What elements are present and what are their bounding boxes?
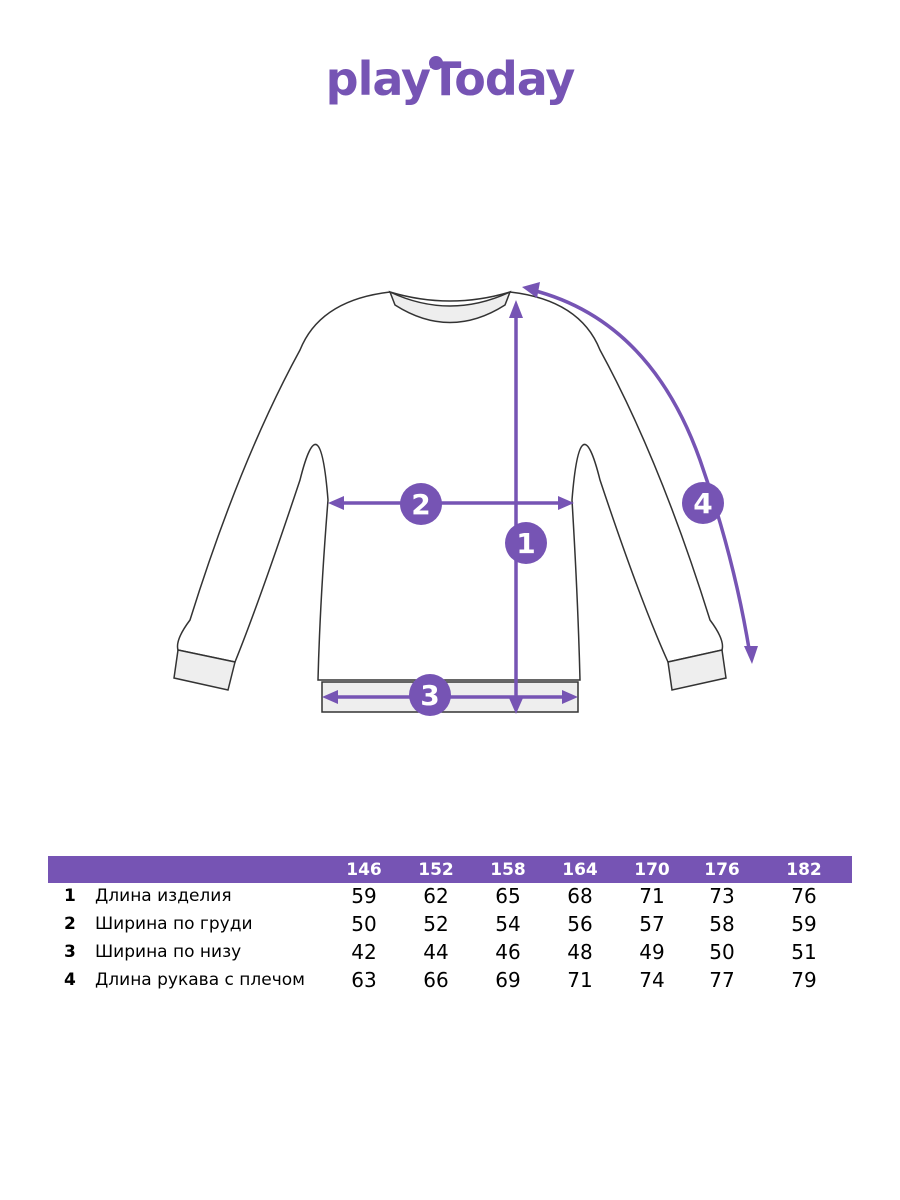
table-row: 4 Длина рукава с плечом 63 66 69 71 74 77 79 — [48, 968, 852, 998]
size-header: 170 — [634, 860, 670, 880]
size-header: 158 — [490, 860, 526, 880]
svg-text:1: 1 — [516, 527, 535, 560]
sweatshirt-diagram: 1 2 3 4 — [173, 282, 758, 716]
row-value: 62 — [423, 884, 449, 908]
svg-text:2: 2 — [411, 488, 430, 521]
size-header: 152 — [418, 860, 454, 880]
row-value: 48 — [567, 940, 593, 964]
row-value: 68 — [567, 884, 593, 908]
row-label: Длина изделия — [95, 886, 232, 906]
svg-text:3: 3 — [420, 679, 439, 712]
row-value: 46 — [495, 940, 521, 964]
row-value: 49 — [639, 940, 665, 964]
row-value: 58 — [709, 912, 735, 936]
row-value: 65 — [495, 884, 521, 908]
row-value: 71 — [567, 968, 593, 992]
row-value: 50 — [709, 940, 735, 964]
row-value: 54 — [495, 912, 521, 936]
row-label: Длина рукава с плечом — [95, 970, 305, 990]
marker-4: 4 — [682, 482, 724, 524]
row-number: 2 — [64, 914, 76, 934]
row-value: 77 — [709, 968, 735, 992]
size-header: 164 — [562, 860, 598, 880]
row-label: Ширина по груди — [95, 914, 253, 934]
logo-dot — [429, 56, 443, 70]
row-value: 57 — [639, 912, 665, 936]
marker-3: 3 — [409, 674, 451, 716]
row-label: Ширина по низу — [95, 942, 242, 962]
table-row: 3 Ширина по низу 42 44 46 48 49 50 51 — [48, 940, 852, 970]
table-row: 1 Длина изделия 59 62 65 68 71 73 76 — [48, 884, 852, 914]
row-value: 76 — [791, 884, 817, 908]
row-number: 3 — [64, 942, 76, 962]
table-header: 146 152 158 164 170 176 182 — [48, 856, 852, 883]
row-value: 56 — [567, 912, 593, 936]
logo-text: playToday — [325, 52, 576, 106]
row-value: 50 — [351, 912, 377, 936]
row-value: 69 — [495, 968, 521, 992]
row-value: 73 — [709, 884, 735, 908]
marker-2: 2 — [400, 483, 442, 525]
table-row: 2 Ширина по груди 50 52 54 56 57 58 59 — [48, 912, 852, 942]
row-value: 74 — [639, 968, 665, 992]
brand-logo: playToday — [0, 52, 900, 106]
row-value: 51 — [791, 940, 817, 964]
row-value: 66 — [423, 968, 449, 992]
row-value: 44 — [423, 940, 449, 964]
row-value: 59 — [791, 912, 817, 936]
row-value: 79 — [791, 968, 817, 992]
row-value: 63 — [351, 968, 377, 992]
marker-1: 1 — [505, 522, 547, 564]
row-value: 52 — [423, 912, 449, 936]
row-value: 71 — [639, 884, 665, 908]
row-value: 59 — [351, 884, 377, 908]
row-number: 1 — [64, 886, 76, 906]
svg-text:4: 4 — [693, 487, 712, 520]
size-header: 176 — [704, 860, 740, 880]
row-value: 42 — [351, 940, 377, 964]
row-number: 4 — [64, 970, 76, 990]
size-header: 182 — [786, 860, 822, 880]
size-header: 146 — [346, 860, 382, 880]
